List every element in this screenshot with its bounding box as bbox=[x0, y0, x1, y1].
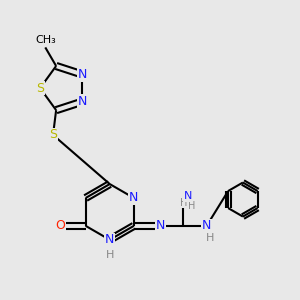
Text: H: H bbox=[180, 198, 187, 208]
Text: CH₃: CH₃ bbox=[35, 35, 56, 45]
Text: S: S bbox=[49, 128, 57, 141]
Text: O: O bbox=[55, 219, 65, 232]
Text: H: H bbox=[106, 250, 114, 260]
Text: N: N bbox=[77, 95, 87, 108]
Text: H: H bbox=[188, 201, 196, 211]
Text: N: N bbox=[155, 219, 165, 232]
Text: S: S bbox=[36, 82, 44, 94]
Text: N: N bbox=[184, 191, 192, 201]
Text: N: N bbox=[129, 191, 139, 205]
Text: N: N bbox=[202, 219, 211, 232]
Text: N: N bbox=[105, 233, 114, 246]
Text: H: H bbox=[206, 233, 214, 243]
Text: N: N bbox=[77, 68, 87, 81]
